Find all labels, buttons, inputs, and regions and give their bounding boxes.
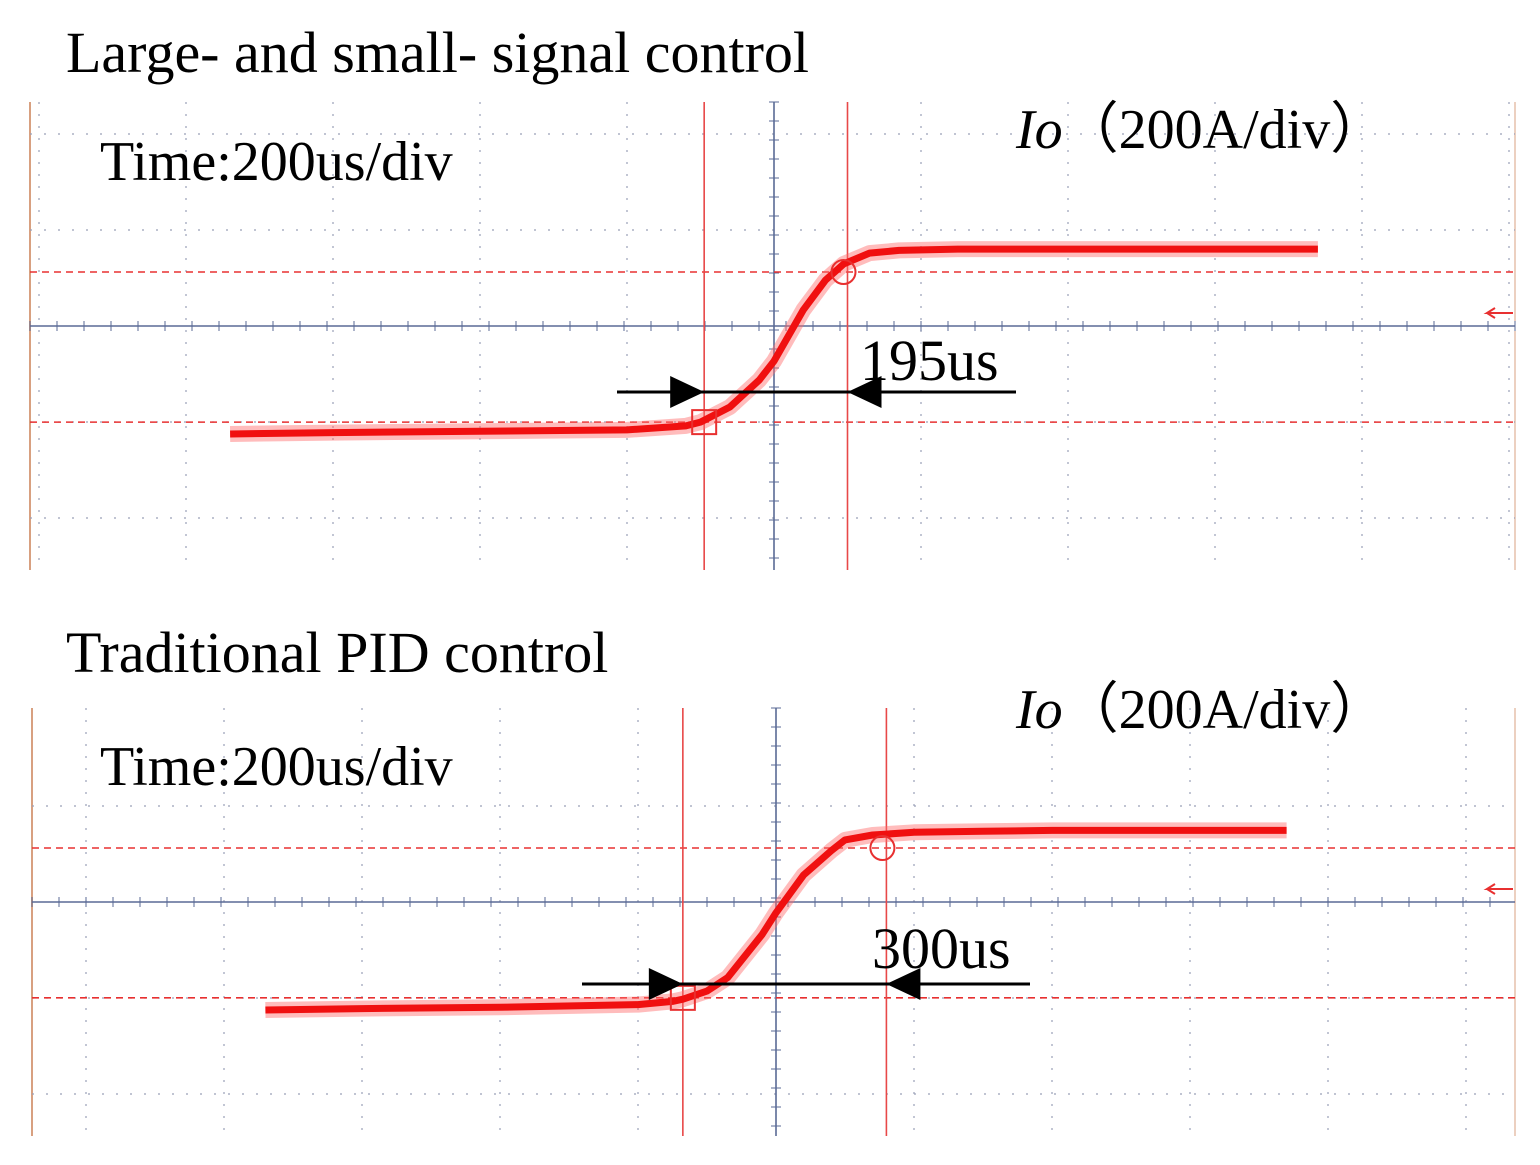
waveform-io <box>265 826 1287 1014</box>
end-marker <box>830 259 857 285</box>
arrowhead-right <box>648 968 683 1000</box>
scope-panel-1: 300us Time:200us/div Io（200A/div） <box>31 679 1516 1136</box>
grid <box>30 102 1515 570</box>
scope-panel-0: 195us Time:200us/div Io（200A/div） <box>29 99 1516 570</box>
trigger-level-arrow <box>1483 883 1513 895</box>
time-scale-label: Time:200us/div <box>100 736 453 798</box>
time-scale-label: Time:200us/div <box>100 131 453 193</box>
measurement-label: 300us <box>872 916 1011 981</box>
end-marker <box>869 835 896 861</box>
measurement-label: 195us <box>860 328 999 393</box>
arrowhead-right <box>670 376 705 408</box>
trigger-level-arrow <box>1483 307 1513 319</box>
arrowhead-left <box>886 968 921 1000</box>
start-marker <box>669 984 696 1011</box>
waveform-io <box>230 245 1318 438</box>
start-marker <box>691 409 718 436</box>
channel-label: Io（200A/div） <box>1015 99 1386 161</box>
channel-label: Io（200A/div） <box>1015 679 1386 741</box>
channel-symbol: Io <box>1015 99 1063 161</box>
channel-scale: （200A/div） <box>1063 679 1387 741</box>
chart-title: Traditional PID control <box>66 620 609 685</box>
arrowhead-left <box>847 376 882 408</box>
channel-symbol: Io <box>1015 679 1063 741</box>
channel-scale: （200A/div） <box>1063 99 1387 161</box>
chart-title: Large- and small- signal control <box>66 20 810 85</box>
